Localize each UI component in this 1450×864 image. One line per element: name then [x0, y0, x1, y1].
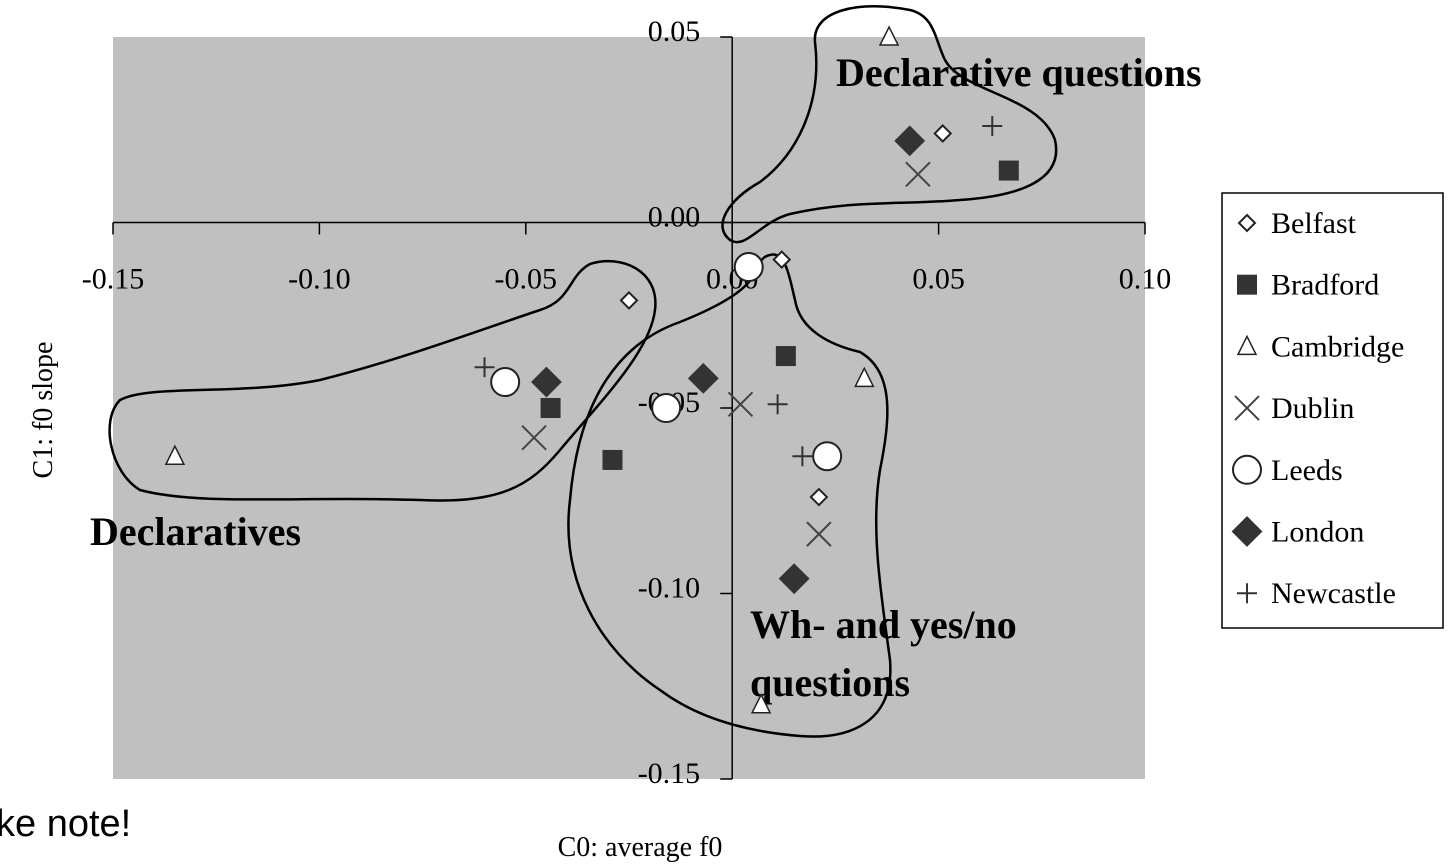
- x-tick-label: -0.05: [495, 263, 558, 296]
- legend: Belfast Bradford Cambridge Dublin Leeds Londo…: [1231, 207, 1404, 610]
- marker: [1237, 583, 1257, 604]
- marker: [602, 449, 623, 470]
- marker: [809, 487, 829, 507]
- x-tick-label: -0.10: [288, 263, 351, 296]
- marker: [531, 366, 562, 398]
- legend-label: Newcastle: [1271, 577, 1396, 610]
- marker: [1231, 516, 1263, 547]
- y-tick-label: 0.05: [648, 15, 701, 48]
- marker: [474, 357, 495, 378]
- y-tick-label: -0.15: [638, 757, 701, 790]
- legend-label: Leeds: [1271, 454, 1343, 487]
- marker: [1237, 213, 1257, 233]
- plot-area: -0.15-0.10-0.050.000.050.10-0.15-0.10-0.…: [82, 15, 1172, 790]
- annotation: Wh- and yes/no: [750, 602, 1017, 647]
- region-outline: [108, 259, 657, 502]
- marker: [775, 346, 796, 367]
- x-axis-label: C0: average f0: [558, 832, 723, 863]
- marker: [727, 391, 754, 417]
- region-outline: [721, 5, 1058, 244]
- marker: [933, 124, 953, 143]
- marker: [982, 116, 1003, 137]
- x-tick-label: -0.15: [82, 263, 145, 296]
- marker: [767, 394, 788, 415]
- marker: [651, 393, 682, 423]
- marker: [164, 444, 186, 465]
- marker: [905, 161, 931, 187]
- marker: [778, 563, 810, 595]
- marker: [878, 25, 900, 46]
- marker: [806, 521, 832, 547]
- marker: [998, 160, 1019, 181]
- plot-background: [113, 37, 1145, 779]
- legend-label: Dublin: [1271, 392, 1354, 425]
- legend-label: Bradford: [1271, 269, 1379, 302]
- marker: [750, 693, 772, 714]
- marker: [894, 125, 926, 157]
- legend-label: London: [1271, 516, 1364, 549]
- slide-text: ke note!: [0, 803, 131, 845]
- legend-label: Belfast: [1271, 207, 1357, 240]
- marker: [812, 441, 843, 472]
- marker: [540, 398, 561, 418]
- marker: [687, 362, 719, 394]
- y-tick-label: 0.00: [648, 201, 701, 234]
- legend-label: Cambridge: [1271, 330, 1404, 363]
- marker: [521, 424, 547, 451]
- marker: [1237, 274, 1257, 295]
- annotation: Declarative questions: [836, 50, 1202, 95]
- x-tick-label: 0.10: [1119, 263, 1172, 296]
- x-tick-label: 0.05: [912, 263, 965, 296]
- region-outline: [567, 253, 892, 738]
- marks: [164, 25, 1019, 714]
- marker: [1236, 334, 1258, 356]
- marker: [772, 250, 792, 270]
- y-axis-label: C1: f0 slope: [28, 342, 59, 479]
- marker: [792, 446, 813, 467]
- annotation: Declaratives: [90, 509, 301, 554]
- marker: [619, 290, 639, 310]
- marker: [733, 252, 764, 283]
- annotation: questions: [750, 660, 910, 705]
- marker: [1234, 395, 1260, 421]
- marker: [854, 366, 875, 388]
- y-tick-label: -0.10: [638, 572, 701, 605]
- marker: [490, 367, 521, 398]
- legend-box: [1221, 192, 1444, 629]
- marker: [1232, 454, 1262, 485]
